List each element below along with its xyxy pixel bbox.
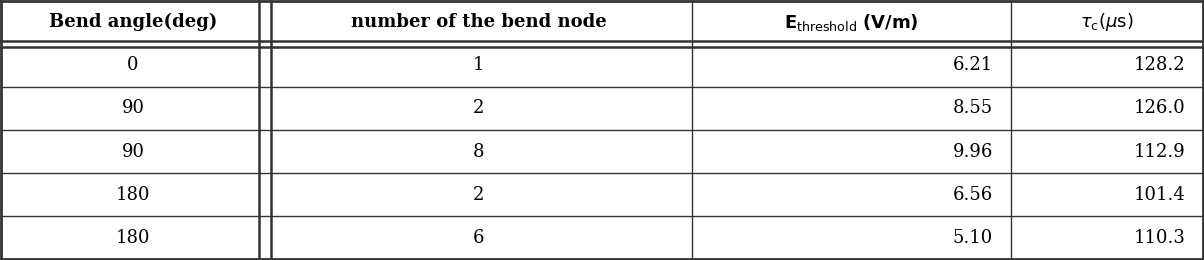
Text: 6.56: 6.56 [952,186,993,204]
Text: 110.3: 110.3 [1133,229,1185,247]
Text: 2: 2 [473,99,484,118]
Text: 2: 2 [473,186,484,204]
Text: 126.0: 126.0 [1133,99,1185,118]
Text: 180: 180 [116,229,150,247]
Text: Bend angle(deg): Bend angle(deg) [49,13,217,31]
Text: 5.10: 5.10 [952,229,993,247]
Text: $\tau_{\rm c}(\mu{\rm s})$: $\tau_{\rm c}(\mu{\rm s})$ [1080,11,1134,33]
Text: 101.4: 101.4 [1133,186,1185,204]
Text: 112.9: 112.9 [1133,142,1185,161]
Text: 180: 180 [116,186,150,204]
Text: 9.96: 9.96 [952,142,993,161]
Text: 1: 1 [473,56,484,74]
Text: 6: 6 [473,229,484,247]
Text: number of the bend node: number of the bend node [350,13,607,31]
Text: 8.55: 8.55 [952,99,993,118]
Text: 128.2: 128.2 [1134,56,1185,74]
Text: 90: 90 [122,142,144,161]
Text: 90: 90 [122,99,144,118]
Text: $\mathbf{E}_{\rm threshold}\ \mathbf{(V/m)}$: $\mathbf{E}_{\rm threshold}\ \mathbf{(V/… [784,12,919,33]
Text: 0: 0 [128,56,138,74]
Text: 8: 8 [473,142,484,161]
Text: 6.21: 6.21 [952,56,993,74]
